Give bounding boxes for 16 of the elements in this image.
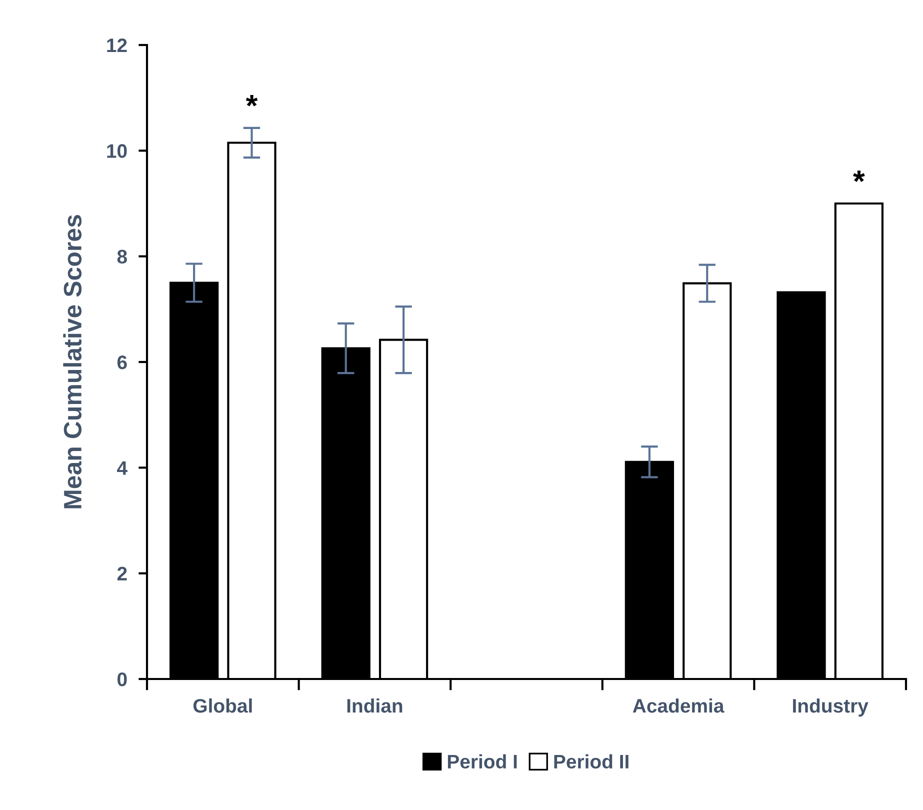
legend-label: Period I [448, 754, 517, 769]
y-tick-label: 6 [117, 355, 127, 370]
x-tick-label: Global [193, 698, 252, 713]
y-tick-label: 12 [107, 38, 127, 52]
annotation: * [246, 95, 258, 106]
y-tick-label: 8 [117, 250, 127, 264]
y-axis-title: Mean Cumulative Scores [63, 215, 82, 508]
legend-label: Period II [554, 754, 628, 769]
y-tick-label: 10 [107, 144, 127, 158]
annotation: * [853, 170, 865, 182]
y-tick-label: 0 [118, 672, 127, 686]
x-tick-label: Industry [793, 698, 868, 717]
y-tick-label: 4 [117, 461, 128, 475]
y-tick-label: 2 [117, 566, 127, 580]
x-tick-label: Academia [632, 698, 724, 713]
x-tick-label: Indian [347, 698, 402, 713]
